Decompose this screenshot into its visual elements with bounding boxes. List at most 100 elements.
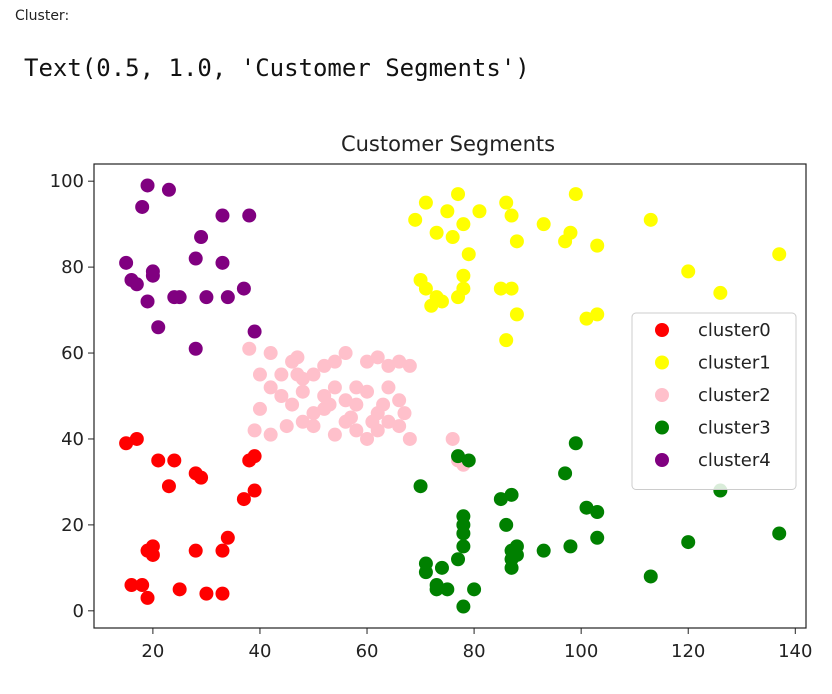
cluster1-point <box>713 285 728 300</box>
y-tick-label: 20 <box>61 515 84 536</box>
cluster3-point <box>461 453 476 468</box>
cluster1-point <box>499 195 514 210</box>
cluster2-point <box>381 358 396 373</box>
cluster2-point <box>370 350 385 365</box>
cluster2-point <box>343 410 358 425</box>
y-tick-label: 40 <box>61 429 84 450</box>
cluster1-point <box>590 307 605 322</box>
legend-label-cluster2: cluster2 <box>698 385 771 406</box>
cluster2-point <box>381 380 396 395</box>
cluster1-point <box>504 281 519 296</box>
cluster1-point <box>440 204 455 219</box>
cluster3-point <box>451 449 466 464</box>
cluster1-point <box>429 225 444 240</box>
cluster4-point <box>140 178 155 193</box>
cluster2-point <box>338 393 353 408</box>
cluster4-point <box>194 230 209 245</box>
cluster2-point <box>349 423 364 438</box>
cluster1-point <box>563 225 578 240</box>
cluster2-point <box>338 346 353 361</box>
cluster1-point <box>408 212 423 227</box>
cluster2-point <box>327 427 342 442</box>
cluster0-point <box>236 492 251 507</box>
cluster3-point <box>413 479 428 494</box>
cluster3-point <box>429 582 444 597</box>
cluster2-point <box>317 358 332 373</box>
chart-title: Customer Segments <box>341 132 555 156</box>
cluster2-point <box>263 427 278 442</box>
cluster3-point <box>504 487 519 502</box>
cluster0-point <box>215 543 230 558</box>
cluster2-point <box>392 354 407 369</box>
cluster4-point <box>199 290 214 305</box>
cluster2-point <box>445 431 460 446</box>
cluster0-point <box>188 543 203 558</box>
cluster0-point <box>140 590 155 605</box>
cluster2-point <box>290 350 305 365</box>
cluster2-point <box>402 431 417 446</box>
legend-label-cluster1: cluster1 <box>698 353 771 374</box>
cluster4-point <box>215 255 230 270</box>
legend-marker-cluster2 <box>655 388 669 402</box>
cluster3-point <box>681 535 696 550</box>
cluster1-point <box>504 208 519 223</box>
cluster3-point <box>440 582 455 597</box>
cluster1-point <box>461 247 476 262</box>
cluster1-point <box>434 294 449 309</box>
cluster0-point <box>135 578 150 593</box>
legend-marker-cluster3 <box>655 420 669 435</box>
cluster2-point <box>295 414 310 429</box>
cluster2-point <box>279 419 294 434</box>
cluster3-point <box>493 492 508 507</box>
cluster3-point <box>579 500 594 515</box>
cluster2-point <box>263 346 278 361</box>
cluster3-point <box>456 526 471 541</box>
cluster2-point <box>274 367 289 382</box>
cluster3-point <box>772 526 787 541</box>
legend-label-cluster3: cluster3 <box>698 418 771 439</box>
cell-label: Cluster: <box>15 8 70 24</box>
y-tick-label: 60 <box>61 343 84 364</box>
cluster1-point <box>772 247 787 262</box>
cluster4-point <box>247 324 262 339</box>
cluster2-point <box>392 419 407 434</box>
cluster2-point <box>242 341 257 356</box>
cluster0-point <box>247 449 262 464</box>
x-tick-label: 60 <box>356 641 379 662</box>
cluster0-point <box>119 436 134 451</box>
x-tick-label: 40 <box>249 641 272 662</box>
axes-ticks: 20 40 60 80 100 120 140 0 20 40 60 80 100 <box>50 171 813 662</box>
legend-marker-cluster4 <box>655 453 669 467</box>
cluster1-point <box>456 217 471 232</box>
cluster0-point <box>247 483 262 498</box>
cluster4-point <box>140 294 155 309</box>
cluster1-point <box>456 281 471 296</box>
cluster2-point <box>327 354 342 369</box>
cluster2-point <box>322 397 337 412</box>
cluster3-point <box>499 517 514 532</box>
cluster4-point <box>188 341 203 356</box>
cluster1-point <box>681 264 696 279</box>
y-tick-label: 100 <box>50 171 84 192</box>
cluster4-point <box>242 208 257 223</box>
cluster2-point <box>392 393 407 408</box>
cluster1-point <box>579 311 594 326</box>
cluster1-point <box>445 230 460 245</box>
cluster4-point <box>172 290 187 305</box>
x-tick-label: 140 <box>778 641 812 662</box>
cluster2-point <box>306 367 321 382</box>
cluster2-point <box>263 380 278 395</box>
cluster2-point <box>247 423 262 438</box>
cluster2-point <box>290 367 305 382</box>
legend-marker-cluster0 <box>655 323 669 337</box>
cluster3-point <box>434 560 449 575</box>
cluster2-point <box>306 419 321 434</box>
cluster3-point <box>590 505 605 519</box>
cluster4-point <box>119 255 134 270</box>
x-tick-label: 80 <box>463 641 486 662</box>
cluster2-point <box>349 380 364 395</box>
cluster0-point <box>140 543 155 558</box>
x-tick-label: 100 <box>564 641 598 662</box>
cluster1-point <box>456 268 471 283</box>
